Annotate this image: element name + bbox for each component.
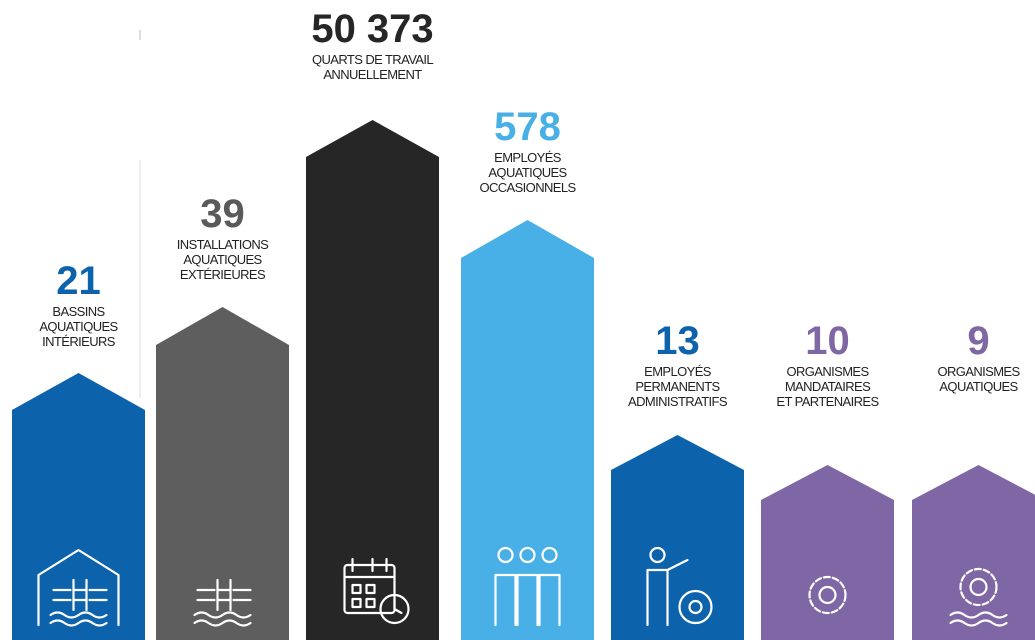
icon [37,548,120,627]
icon-gear-hub [818,585,837,605]
stat-label: ANNUELLEMENT [323,67,422,82]
icon-head [649,546,666,564]
stat-number: 13 [655,319,700,363]
stat-label: QUARTS DE TRAVAIL [312,52,433,67]
icon-ladder [196,578,252,612]
icon [646,546,713,627]
icon-gear [808,575,847,615]
icon-body [516,573,539,627]
house-bar [912,465,1035,640]
stat-number: 10 [805,319,850,363]
stat-label: AQUATIQUES [183,252,262,267]
house-bar [306,120,439,640]
icon-clock [379,593,410,625]
icon [808,575,847,615]
stat-number: 9 [967,319,989,363]
icon-waves [49,611,108,627]
house-bar [156,307,289,640]
stat-label: ADMINISTRATIFS [628,394,728,409]
icon-ladder [52,578,108,612]
icon-gear [678,589,713,625]
stat-label: INSTALLATIONS [177,237,269,252]
stat-label: ET PARTENAIRES [776,394,879,409]
stat-label: INTÉRIEURS [42,334,116,349]
icon-gear-hub [688,599,703,615]
stat-label: AQUATIQUES [39,319,118,334]
icon [949,567,1008,627]
stat-label: AQUATIQUES [939,379,1018,394]
house-bar [461,220,594,640]
stat-label: BASSINS [52,304,105,319]
stat-label: AQUATIQUES [488,165,567,180]
stat-number: 578 [494,105,561,149]
icon-head [519,546,536,564]
icon-head [497,546,514,564]
icon [494,546,561,627]
icon-body [494,573,517,627]
stat-label: EMPLOYÉS [494,150,562,165]
stat-number: 21 [56,259,101,303]
icon-hands [393,598,403,615]
icon-head [541,546,558,564]
icon [343,557,410,625]
house-bar [761,465,894,640]
icon-gear-hub [969,577,988,597]
icon-grid [343,557,396,609]
icon [193,578,252,627]
stat-label: MANDATAIRES [785,379,871,394]
icon-calendar [343,563,396,615]
stat-label: ORGANISMES [786,364,869,379]
icon-waves [193,611,252,627]
icon-body [538,573,561,627]
stat-label: ORGANISMES [937,364,1020,379]
stat-number: 39 [200,192,245,236]
icon-body [646,558,689,627]
stat-number: 50 373 [311,7,433,51]
icon-house [37,548,120,627]
stat-label: PERMANENTS [635,379,720,394]
stat-label: EMPLOYÉS [644,364,712,379]
icon-waves [949,611,1008,627]
house-bar [12,373,145,640]
house-bar [611,435,744,640]
stat-label: OCCASIONNELS [479,180,576,195]
stat-label: EXTÉRIEURES [180,267,266,282]
icon-gear [959,567,998,607]
